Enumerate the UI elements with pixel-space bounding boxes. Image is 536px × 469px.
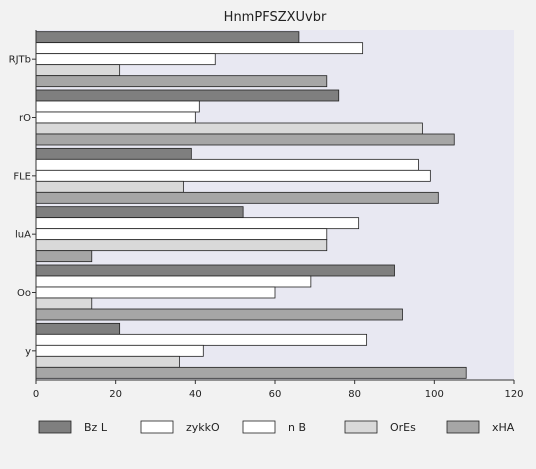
bar-rO-n B [35,111,196,124]
y-tick-label: luA [15,230,31,241]
bar-Oo-xHA [35,308,403,321]
bar-RJTb-Bz L [35,31,300,44]
y-tick-label: rO [19,113,31,124]
x-tick-label: 20 [109,389,122,400]
bar-RJTb-n B [35,53,216,66]
bar-FLE-Bz L [35,147,192,160]
y-tick-label: FLE [13,171,31,182]
bar-Oo-zykkO [35,275,312,288]
bar-RJTb-xHA [35,75,328,88]
bar-y-n B [35,344,204,357]
bar-RJTb-zykkO [35,42,364,55]
bar-FLE-n B [35,169,431,182]
bar-rO-OrEs [35,122,423,135]
bar-y-OrEs [35,355,180,368]
x-tick-label: 0 [33,389,39,400]
bar-Oo-Bz L [35,264,395,277]
legend-label: Bz L [84,421,108,434]
bar-rO-xHA [35,133,455,146]
bars-group [35,31,467,379]
legend-label: zykkO [186,421,220,434]
chart-title: HnmPFSZXUvbr [224,10,327,25]
legend-label: xHA [492,421,515,434]
legend-swatch [344,420,378,434]
bar-luA-xHA [35,250,93,263]
bar-luA-Bz L [35,206,244,219]
bar-rO-Bz L [35,89,340,102]
bar-Oo-n B [35,286,276,299]
x-tick-label: 40 [189,389,202,400]
bar-y-zykkO [35,333,368,346]
bar-FLE-xHA [35,191,439,204]
x-tick-label: 80 [348,389,361,400]
x-tick-label: 100 [425,389,444,400]
x-tick-label: 120 [504,389,523,400]
x-axis: 0 20 40 60 80 100 120 [33,379,524,400]
bar-rO-zykkO [35,100,200,113]
legend-label: n B [288,421,306,434]
legend-label: OrEs [390,421,416,434]
bar-Oo-OrEs [35,297,93,310]
y-tick-label: y [25,346,31,357]
plot-area [36,30,514,380]
legend-swatch [38,420,72,434]
y-tick-label: RJTb [9,55,31,66]
legend: Bz L zykkO n B OrEs xHA [38,420,515,434]
x-tick-label: 60 [269,389,282,400]
bar-FLE-zykkO [35,158,419,171]
legend-swatch [140,420,174,434]
legend-swatch [446,420,480,434]
bar-luA-n B [35,228,328,241]
y-axis: RJTb rO FLE luA Oo y [9,30,37,380]
bar-RJTb-OrEs [35,64,121,77]
bar-luA-OrEs [35,239,328,252]
bar-luA-zykkO [35,217,360,230]
bar-y-Bz L [35,322,121,335]
bar-FLE-OrEs [35,180,184,193]
bar-y-xHA [35,366,467,379]
y-tick-label: Oo [17,288,31,299]
legend-swatch [242,420,276,434]
